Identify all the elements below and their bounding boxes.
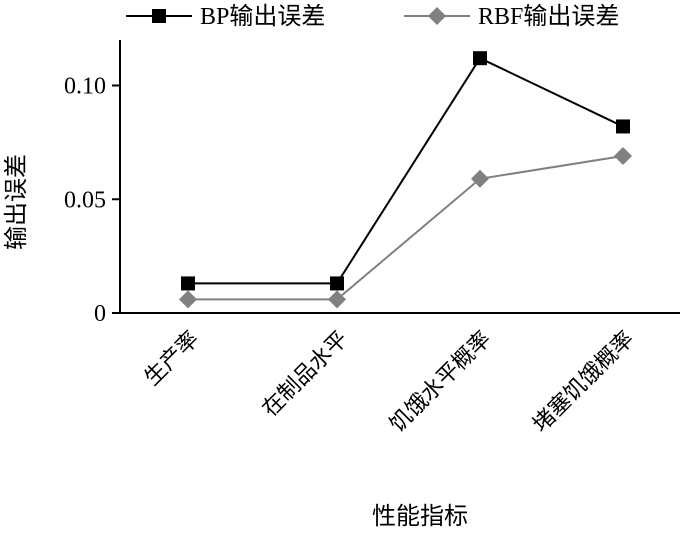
data-point <box>473 51 487 66</box>
x-axis-title: 性能指标 <box>372 502 468 530</box>
y-tick-label: 0 <box>94 301 106 327</box>
y-tick-label: 0.05 <box>64 187 106 213</box>
data-point <box>330 276 344 291</box>
series <box>181 51 630 291</box>
x-tick-label: 生产率 <box>140 327 204 391</box>
series-group <box>179 51 632 309</box>
x-tick-label: 饥饿水平概率 <box>385 327 496 438</box>
data-point <box>179 290 197 309</box>
series-line <box>188 155 624 301</box>
series-line <box>188 56 624 285</box>
legend-marker <box>428 7 446 25</box>
data-point <box>471 169 489 188</box>
y-tick-label: 0.10 <box>64 74 106 100</box>
series <box>179 147 632 309</box>
axes <box>119 40 680 314</box>
x-tick-labels: 生产率 在制品水平 饥饿水平概率 堵塞饥饿概率 <box>140 327 639 438</box>
y-axis-title: 输出误差 <box>2 154 30 250</box>
x-tick-label: 在制品水平 <box>258 327 353 422</box>
data-point <box>614 147 632 166</box>
data-point <box>328 290 346 309</box>
legend-item: RBF输出误差 <box>404 3 619 30</box>
legend: BP输出误差 RBF输出误差 <box>126 3 619 30</box>
legend-item: BP输出误差 <box>126 3 325 30</box>
x-tick-label: 堵塞饥饿概率 <box>528 327 639 438</box>
y-ticks: 0 0.05 0.10 <box>64 74 120 327</box>
data-point <box>616 119 630 134</box>
data-point <box>181 276 195 291</box>
legend-marker <box>152 9 166 23</box>
legend-label: RBF输出误差 <box>478 3 619 30</box>
legend-label: BP输出误差 <box>200 3 325 30</box>
